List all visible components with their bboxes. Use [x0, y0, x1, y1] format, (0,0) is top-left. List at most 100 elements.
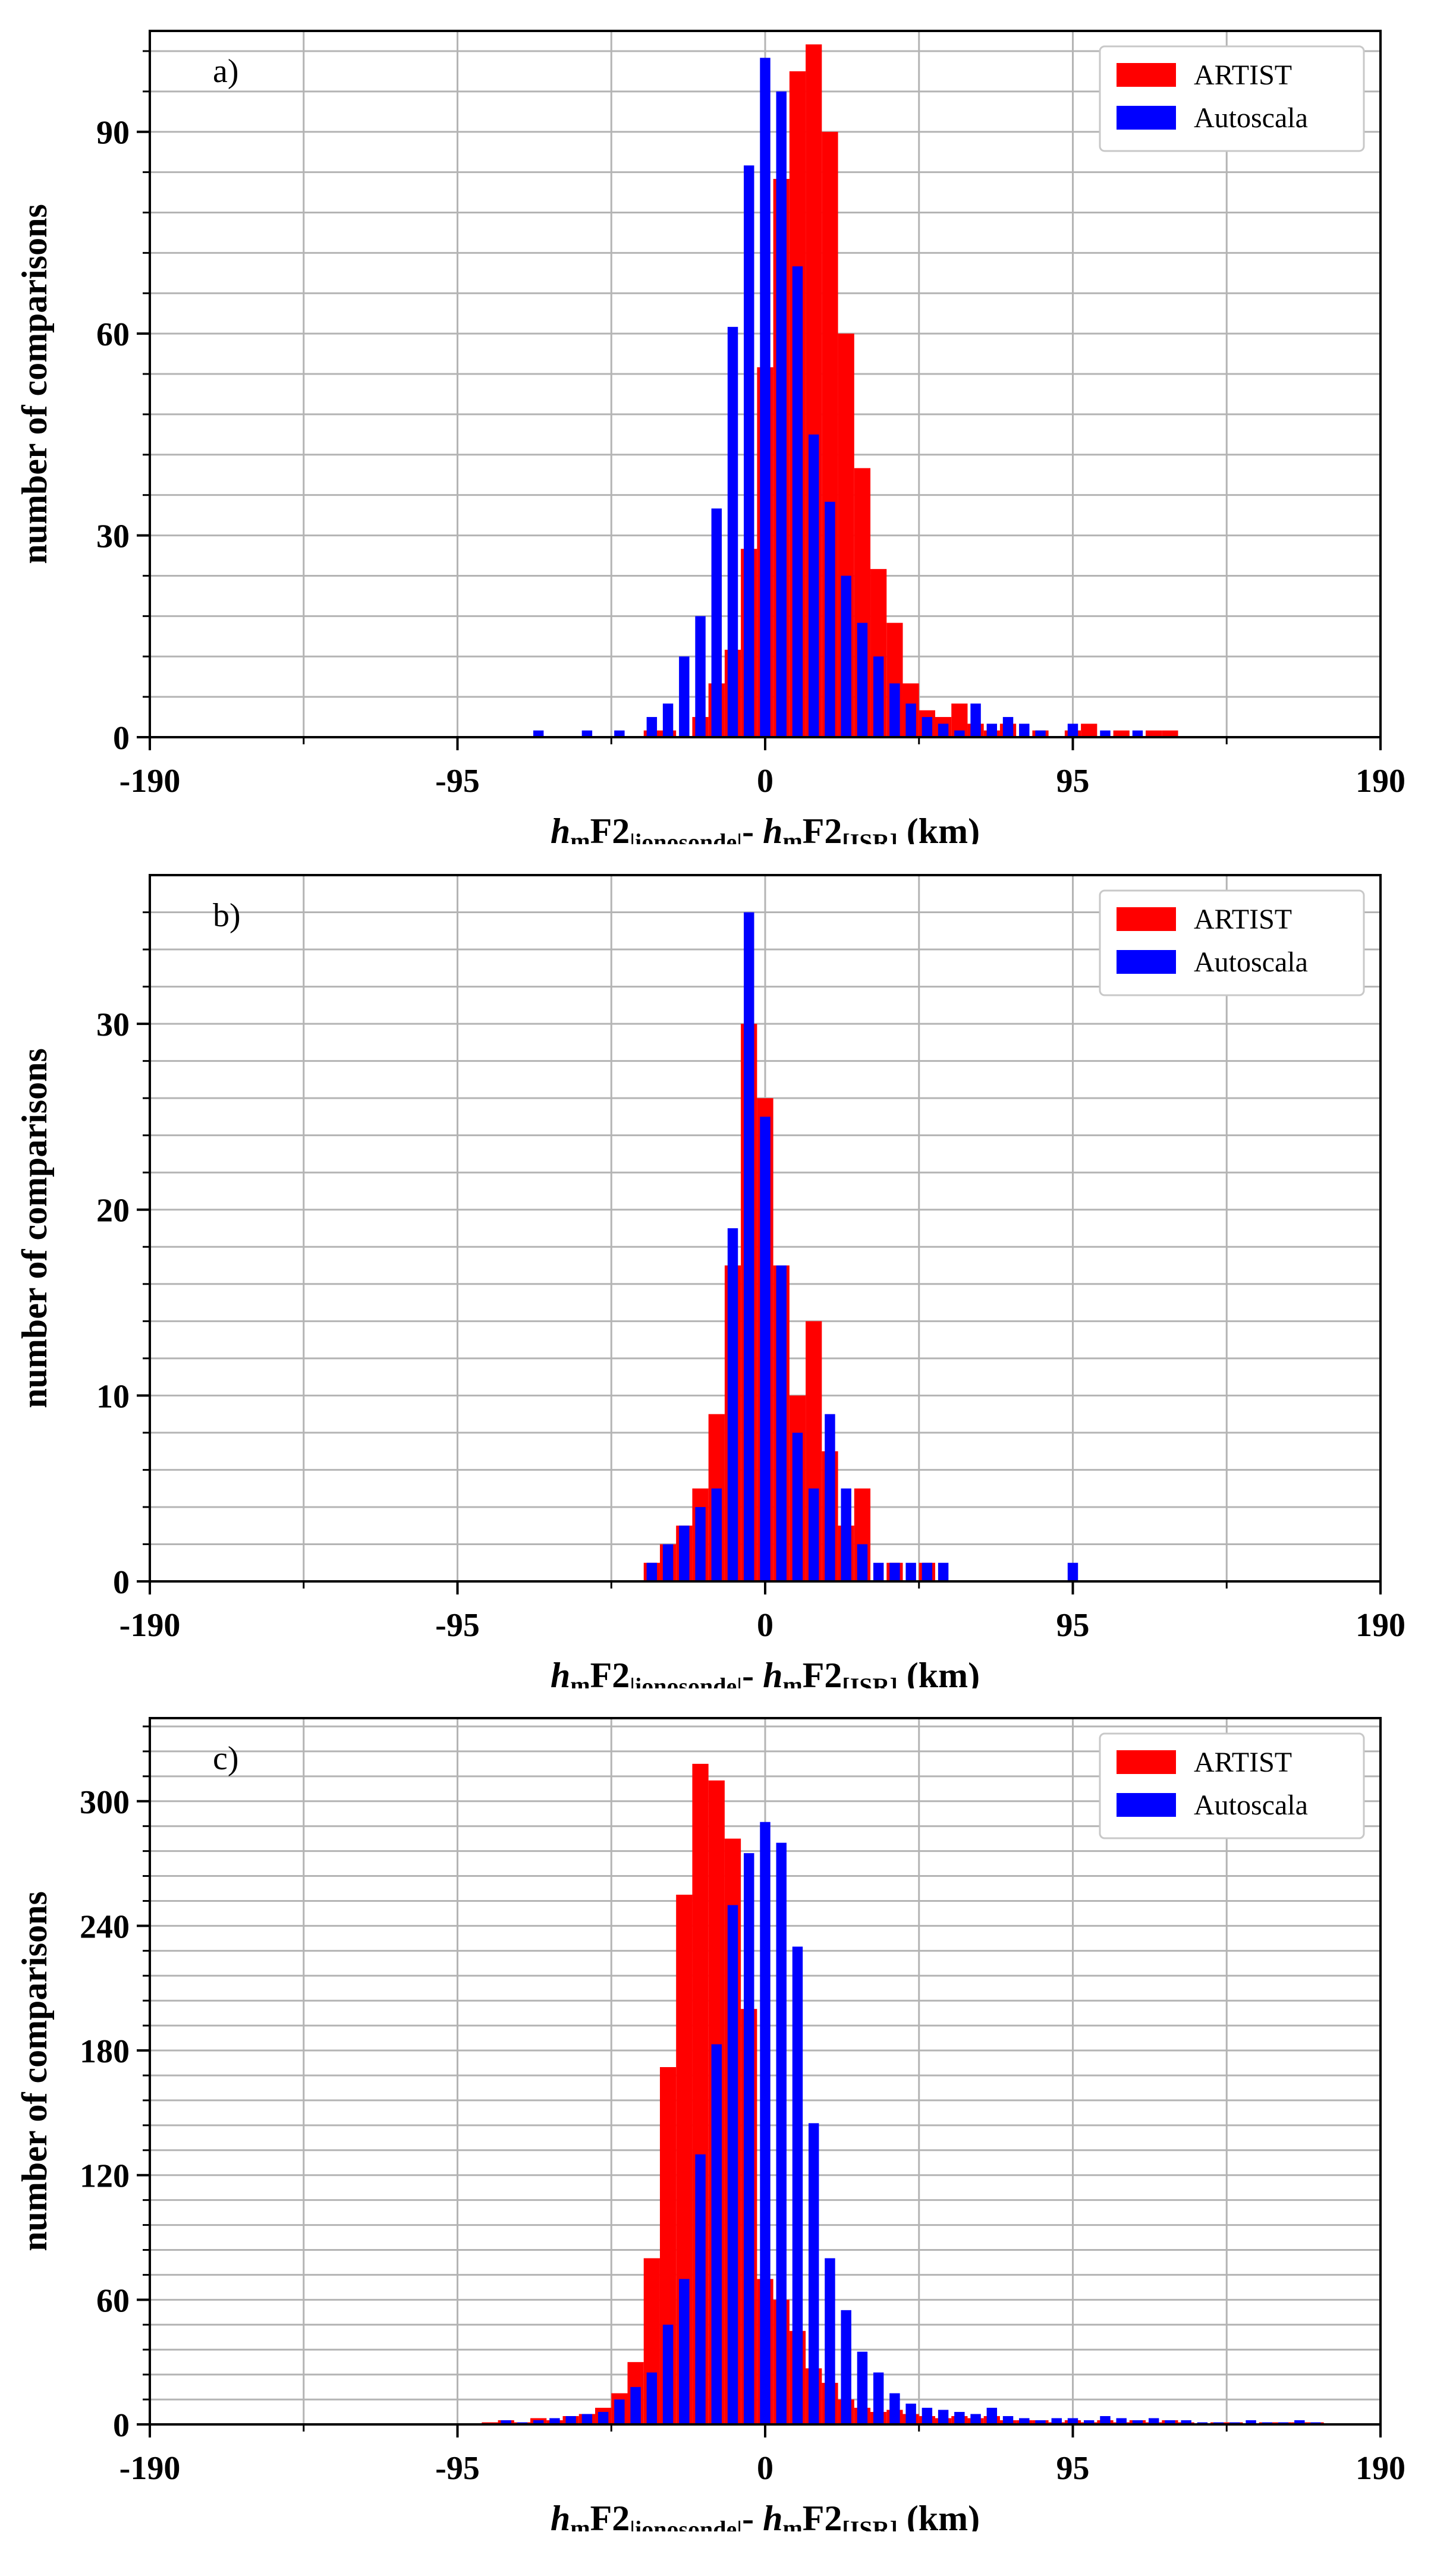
bar-autoscala: [662, 703, 674, 737]
x-tick-label: -95: [435, 2450, 480, 2487]
bar-autoscala: [744, 1853, 754, 2424]
y-tick-label: 300: [80, 1784, 130, 1821]
y-tick-label: 60: [96, 2282, 130, 2319]
bar-autoscala: [776, 1265, 787, 1581]
y-tick-label: 180: [80, 2033, 130, 2070]
bar-autoscala: [646, 2372, 658, 2424]
x-label-h2: h: [763, 2499, 782, 2531]
bar-autoscala: [744, 165, 754, 737]
bar-autoscala: [905, 1562, 916, 1581]
x-label-sub-m2: m: [782, 828, 802, 844]
bar-autoscala: [922, 1562, 933, 1581]
x-tick-label: 190: [1356, 2450, 1405, 2487]
bars: [643, 912, 1078, 1581]
bar-autoscala: [776, 1842, 787, 2424]
x-label-f2-2: F2: [803, 812, 842, 844]
bar-autoscala: [841, 2310, 851, 2424]
x-label-f2: F2: [590, 2499, 630, 2531]
bar-autoscala: [938, 724, 949, 737]
legend-label-autoscala: Autoscala: [1194, 102, 1308, 134]
bar-autoscala: [841, 1488, 851, 1581]
legend-label-artist: ARTIST: [1194, 59, 1292, 91]
bar-autoscala: [679, 1526, 690, 1581]
bar-autoscala: [889, 683, 900, 737]
bar-artist: [1146, 730, 1162, 737]
bar-autoscala: [1132, 2420, 1143, 2424]
x-tick-label: -190: [120, 1607, 181, 1644]
bars: [533, 44, 1178, 738]
bar-autoscala: [1067, 1562, 1078, 1581]
bar-autoscala: [711, 508, 722, 737]
x-label-sub-m2: m: [782, 2515, 802, 2531]
bar-artist: [1113, 730, 1130, 737]
legend-swatch-artist: [1117, 907, 1176, 931]
bar-autoscala: [1084, 2420, 1095, 2424]
y-tick-label: 60: [96, 316, 130, 353]
x-label-sub-ionosonde: |ionosonde|: [630, 829, 742, 844]
x-label-sub-isr: [ISR]: [842, 1673, 897, 1688]
bar-autoscala: [922, 717, 933, 737]
bar-autoscala: [614, 730, 625, 737]
y-tick-label: 240: [80, 1908, 130, 1945]
bar-autoscala: [905, 2404, 916, 2424]
bar-autoscala: [1294, 2420, 1305, 2424]
x-tick-label: 0: [757, 2450, 773, 2487]
bar-autoscala: [727, 326, 738, 737]
panel-tag: a): [213, 53, 239, 90]
x-axis-label: hmF2|ionosonde|- hmF2[ISR] (km): [551, 1656, 980, 1688]
x-tick-label: 95: [1056, 1607, 1090, 1644]
bar-autoscala: [598, 2412, 609, 2424]
bar-autoscala: [825, 1414, 835, 1581]
bar-autoscala: [808, 434, 819, 737]
x-label-dash: -: [742, 812, 763, 844]
bar-autoscala: [727, 1905, 738, 2424]
bar-autoscala: [695, 2154, 706, 2424]
bar-autoscala: [922, 2408, 933, 2424]
x-label-f2-2: F2: [803, 1656, 842, 1688]
bar-autoscala: [857, 622, 868, 737]
bar-autoscala: [776, 91, 787, 737]
x-label-sub-m: m: [570, 828, 590, 844]
legend-swatch-artist: [1117, 63, 1176, 87]
bar-autoscala: [889, 2393, 900, 2424]
bar-autoscala: [825, 502, 835, 737]
bar-autoscala: [825, 2258, 835, 2424]
bar-autoscala: [808, 1488, 819, 1581]
legend-label-autoscala: Autoscala: [1194, 1789, 1308, 1821]
bar-autoscala: [662, 1544, 674, 1581]
x-tick-label: 0: [757, 763, 773, 800]
bar-autoscala: [1116, 2418, 1127, 2424]
bar-autoscala: [873, 1562, 884, 1581]
bar-autoscala: [581, 730, 593, 737]
y-tick-label: 0: [113, 1564, 130, 1601]
bar-autoscala: [760, 58, 771, 738]
bar-autoscala: [1002, 2416, 1014, 2424]
x-tick-label: 190: [1356, 1607, 1405, 1644]
bar-autoscala: [695, 616, 706, 737]
bar-autoscala: [1148, 2418, 1159, 2424]
bar-autoscala: [857, 2351, 868, 2424]
bar-autoscala: [986, 2408, 998, 2424]
x-label-sub-m: m: [570, 1672, 590, 1688]
bar-autoscala: [1067, 724, 1078, 737]
x-label-sub-m2: m: [782, 1672, 802, 1688]
bar-autoscala: [614, 2399, 625, 2424]
x-tick-label: -190: [120, 2450, 181, 2487]
y-tick-label: 30: [96, 1007, 130, 1043]
y-tick-label: 30: [96, 518, 130, 555]
series-autoscala: [501, 1822, 1321, 2424]
series-autoscala: [533, 58, 1143, 738]
y-tick-label: 20: [96, 1193, 130, 1229]
x-label-h2: h: [763, 812, 782, 844]
bar-autoscala: [1067, 2418, 1078, 2424]
bar-autoscala: [711, 2044, 722, 2424]
y-tick-label: 90: [96, 115, 130, 152]
x-label-h2: h: [763, 1656, 782, 1688]
bar-autoscala: [1132, 730, 1143, 737]
bar-autoscala: [841, 575, 851, 737]
x-label-sub-ionosonde: |ionosonde|: [630, 2516, 742, 2531]
bar-artist: [1162, 730, 1178, 737]
x-tick-label: -95: [435, 1607, 480, 1644]
x-label-f2: F2: [590, 812, 630, 844]
x-label-unit: (km): [898, 1656, 980, 1688]
